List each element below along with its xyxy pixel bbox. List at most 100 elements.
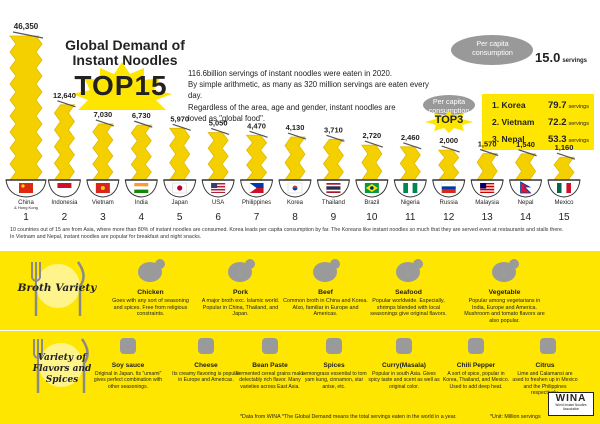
country-sublabel: & Hong Kong [14,205,38,210]
spice-item: Bean Paste Fermented cereal grains make d… [234,335,306,390]
value-label: 5,970 [170,114,189,123]
broth-item-desc: A major broth exc. Islamic world. Popula… [201,298,280,318]
value-label: 1,540 [516,140,535,149]
spice-item-name: Cheese [194,362,218,369]
usa-flag [211,183,218,188]
rank-label: 13 [482,212,494,223]
value-label: 4,470 [247,121,266,130]
philippines-flag [249,183,257,193]
spice-item-desc: Original in Japan. Its "umami" gives per… [93,371,163,390]
top3-country: Vietnam [501,117,535,127]
intro-line: Regardless of the area, age and gender, … [188,102,396,112]
value-label: 1,570 [478,139,497,148]
chopstick [287,132,307,140]
top3-number: 72.2 [548,117,567,128]
soy-sauce-icon [120,338,136,354]
nepal-flag [520,181,532,194]
title: Global Demand of Instant Noodles [60,38,190,68]
noodle-bar [322,138,345,181]
broth-item-desc: Goes with any sort of seasoning and spic… [112,298,189,318]
cheese-icon [198,338,214,354]
philippines-flag [249,188,264,193]
spice-item-name: Chili Pepper [456,362,496,369]
country-label: Nepal [518,200,534,206]
top3-label: Per capita consumption [428,97,470,115]
broth-item: Pork A major broth exc. Islamic world. Po… [198,256,283,318]
chopstick [518,149,537,157]
usa-flag [211,187,226,189]
footnote: 10 countries out of 15 are from Asia, wh… [10,227,595,242]
chopstick [134,120,153,128]
top3-row: 1. Korea [492,100,526,110]
country-label: Russia [440,200,459,206]
korea-flag [292,188,298,191]
russia-flag [441,182,456,187]
country-label: USA [212,200,224,206]
chopstick [441,145,460,153]
spice-item-name: Citrus [535,362,555,369]
russia-flag [441,189,456,193]
value-label: 2,720 [362,131,381,140]
philippines-flag [249,183,264,188]
intro-line: loved as "global food". [188,113,266,123]
noodle-bar [514,153,537,181]
spice-item: Curry(Masala) Popular in south Asia. Give… [368,335,440,390]
cow-icon [313,259,340,282]
noodle-bar [437,149,460,181]
spice-item-desc: Its creamy flavoring is popular in Europ… [172,371,240,384]
vegetable-icon [492,259,519,282]
chopstick [556,152,576,160]
rank-label: 9 [331,212,337,223]
top3-rank: 2. [492,117,500,127]
broth-item-desc: Popular worldwide. Especially, shrimps b… [370,298,447,318]
chicken-icon [138,259,165,282]
malaysia-flag [480,187,495,189]
chopstick [326,134,345,142]
title-line1: Global Demand of [65,37,185,53]
rank-label: 10 [366,212,378,223]
per-capita-bubble [451,35,533,65]
spice-item-desc: A sort of spice, popular in Korea, Thail… [442,371,510,390]
spice-item: Citrus Lime and Calamansi are used to fre… [512,335,578,396]
spice-item-name: Soy sauce [111,362,145,369]
india-flag [134,183,149,187]
value-label: 3,710 [324,125,343,134]
country-label: India [135,200,149,206]
broth-item-name: Beef [318,289,333,296]
indonesia-flag [57,183,72,188]
footer-note-definition: *The Global Demand means the total servi… [282,414,457,420]
chopstick [172,123,191,131]
per-capita-label: Per capita consumption [472,39,513,57]
value-label: 5,050 [209,118,228,127]
rank-label: 6 [215,212,221,223]
indonesia-flag [57,188,72,193]
country-label: Brazil [364,200,379,206]
rank-label: 15 [558,212,570,223]
rank-label: 7 [254,212,260,223]
footnote-line: 10 countries out of 15 are from Asia, wh… [10,227,564,233]
intro-text: 116.6billion servings of instant noodles… [188,68,433,124]
rank-label: 8 [292,212,298,223]
title-burst [72,62,172,110]
broth-item: Beef Common broth in China and Korea. Als… [283,256,368,318]
japan-flag [177,185,183,191]
noodle-bar [476,153,498,181]
curry-icon [396,338,412,354]
spice-item-desc: Fermented cereal grains make delectably … [235,371,305,390]
spice-item-name: Curry(Masala) [382,362,426,369]
usa-flag [211,184,226,186]
value-label: 7,030 [93,110,112,119]
broth-item: Seafood Popular worldwide. Especially, sh… [366,256,451,318]
noodle-chart: 46,350 China& Hong Kong 1 12,640 Indonesia 2 7… [5,22,581,223]
broth-item: Vegetable Popular among vegetarians in In… [462,256,547,324]
per-capita-unit: servings [562,58,587,64]
chili-icon [468,338,484,354]
top3-badge: TOP3 [434,114,464,126]
chopstick [57,100,76,108]
india-flag [134,186,149,190]
top3-unit: servings [568,121,589,127]
malaysia-flag [480,183,487,189]
top3-badge-bg [425,111,473,133]
rank-label: 4 [139,212,145,223]
